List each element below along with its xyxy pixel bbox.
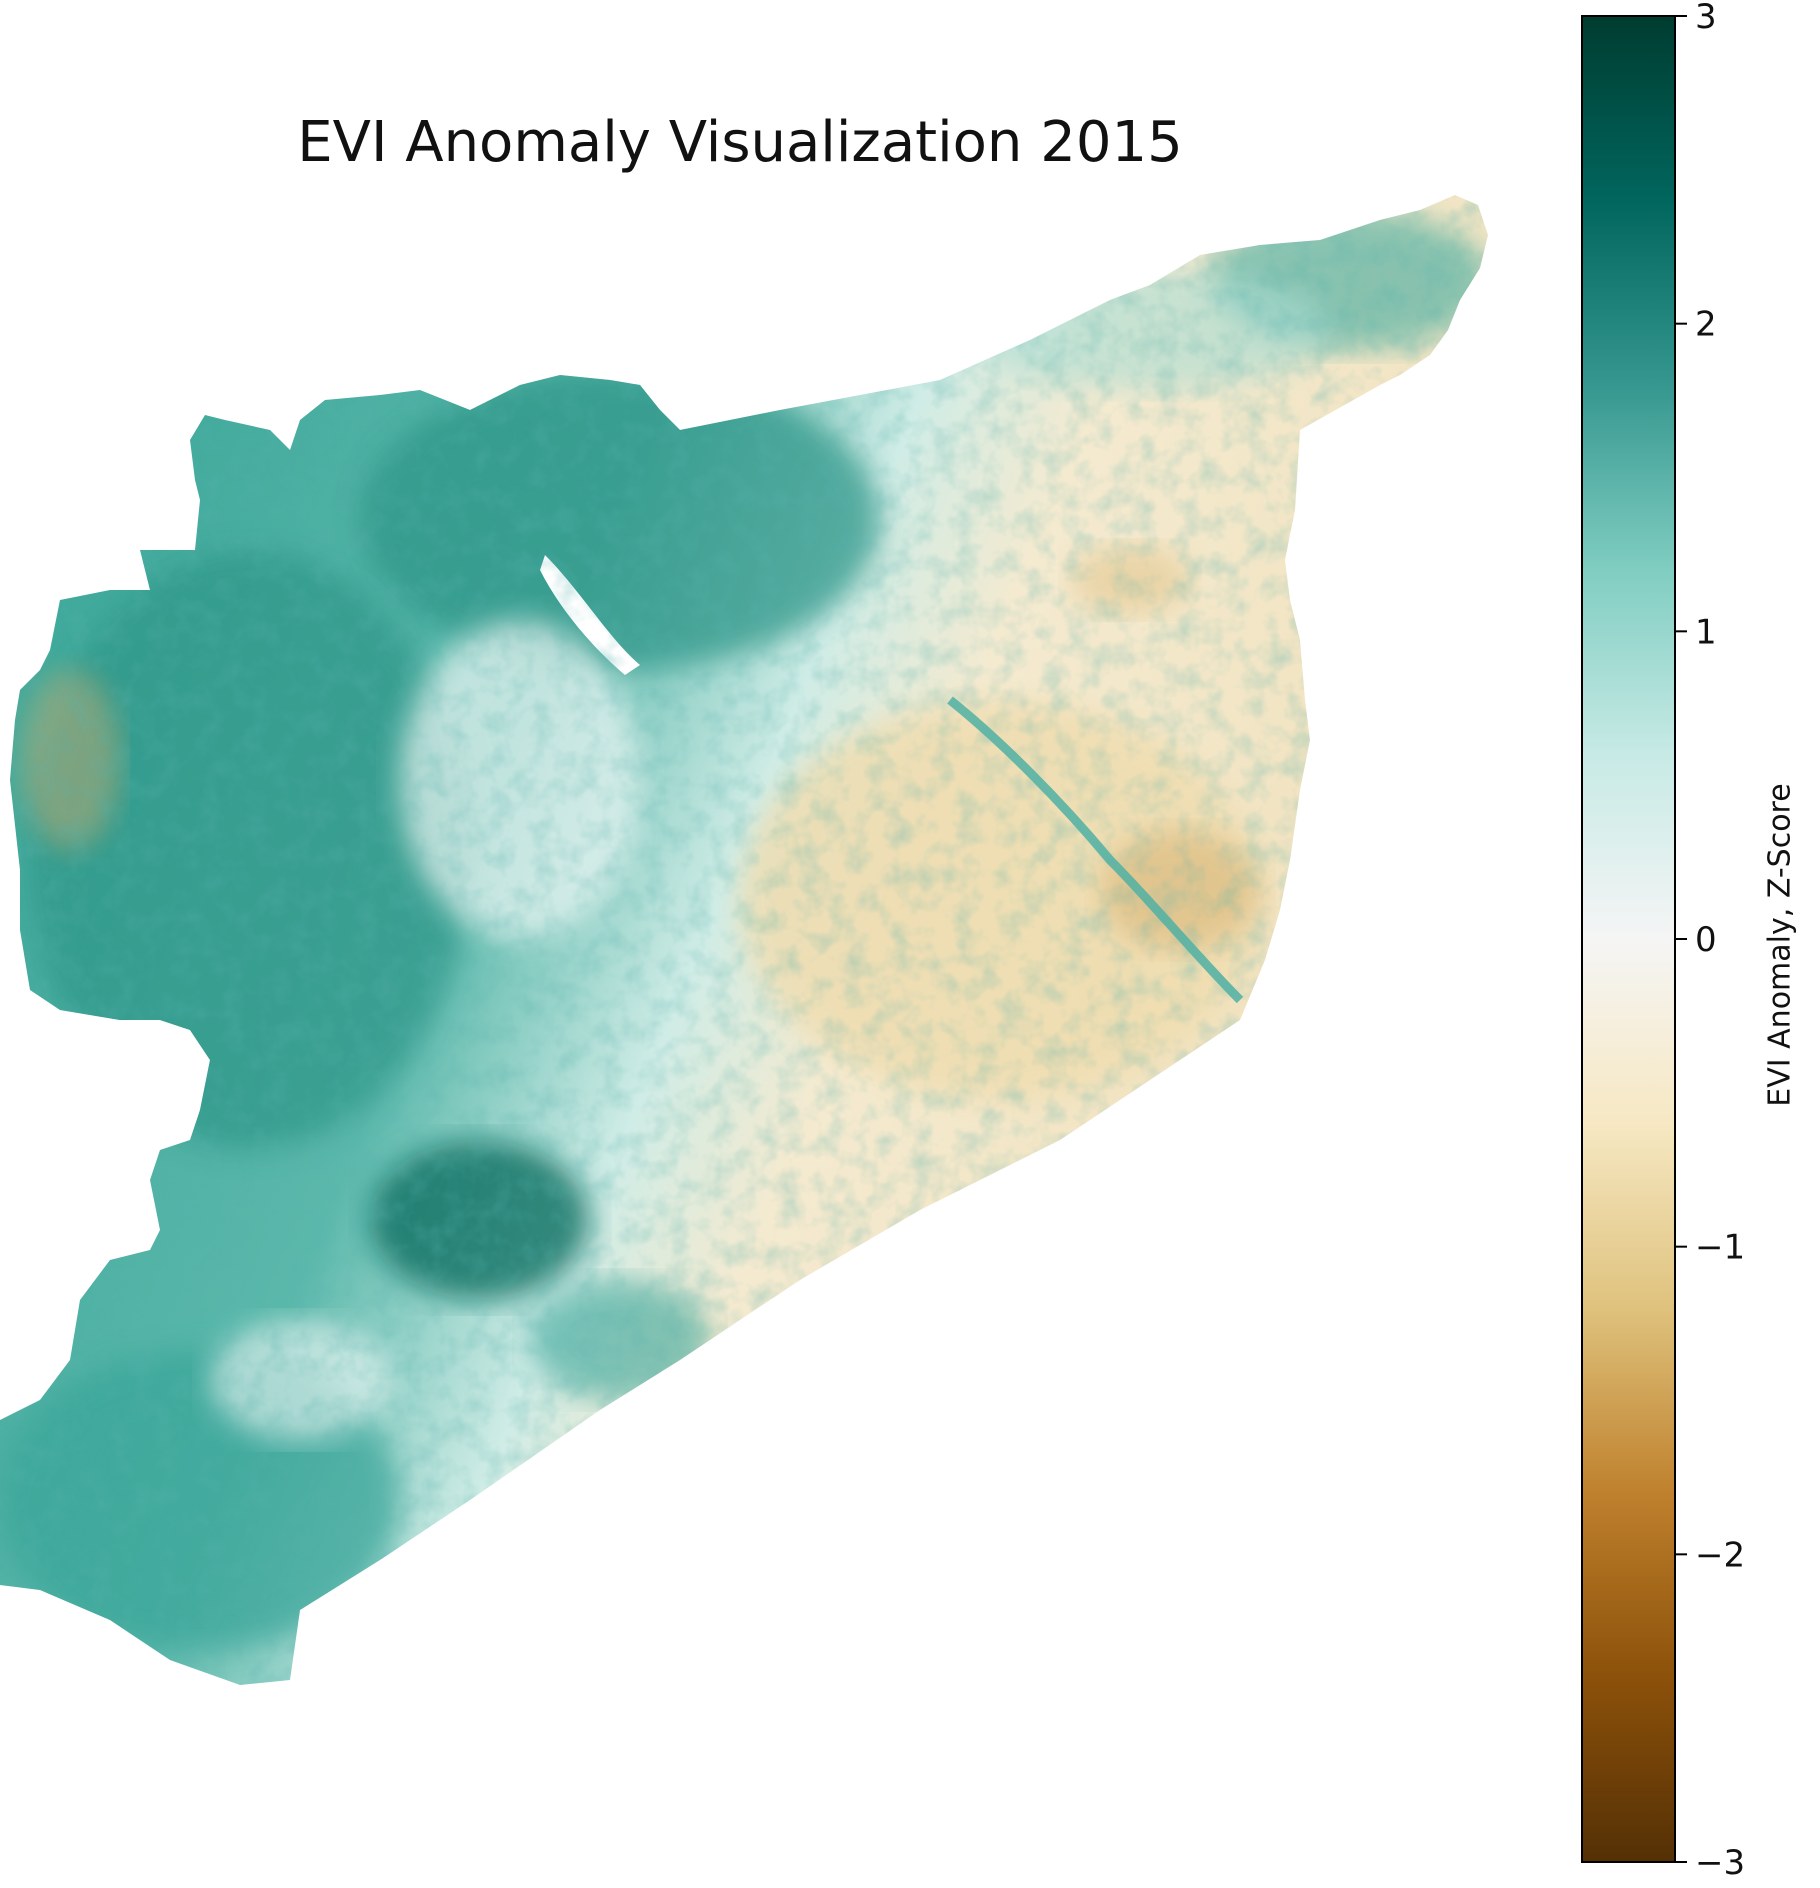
- colorbar-ticks: 3 2 1 0 −1 −2 −3: [1675, 0, 1745, 1883]
- colorbar-tick-label: −3: [1695, 1843, 1745, 1883]
- colorbar: 3 2 1 0 −1 −2 −3: [1581, 0, 1745, 1883]
- colorbar-tick-label: 2: [1695, 305, 1717, 345]
- colorbar-tick-label: 0: [1695, 920, 1717, 960]
- colorbar-tick-label: −1: [1695, 1228, 1745, 1268]
- colorbar-gradient: [1581, 15, 1676, 1863]
- colorbar-tick-label: −2: [1695, 1535, 1745, 1575]
- colorbar-tick-label: 1: [1695, 612, 1717, 652]
- colorbar-tick-label: 3: [1695, 0, 1717, 37]
- syria-anomaly-map: [0, 195, 1488, 1685]
- map-title: EVI Anomaly Visualization 2015: [297, 110, 1183, 175]
- colorbar-label: EVI Anomaly, Z-Score: [1762, 783, 1798, 1107]
